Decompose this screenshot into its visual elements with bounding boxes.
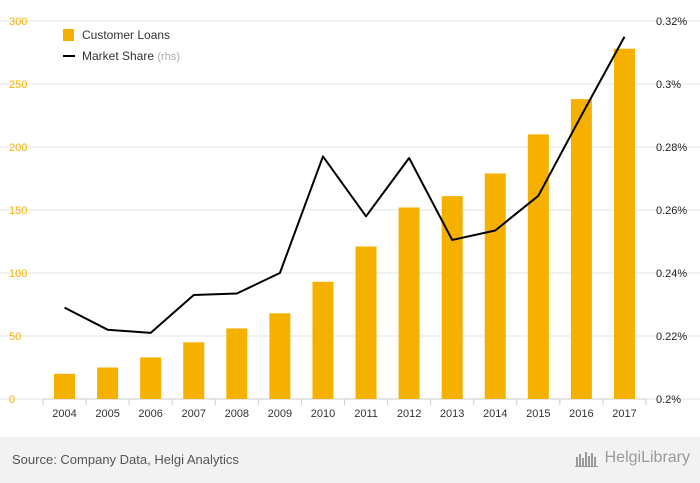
x-tick-label: 2016 bbox=[569, 408, 593, 420]
bar bbox=[355, 246, 377, 399]
y-right-tick-label: 0.3% bbox=[656, 79, 681, 91]
y-left-tick-label: 250 bbox=[9, 79, 27, 91]
source-text: Source: Company Data, Helgi Analytics bbox=[12, 452, 239, 467]
x-tick-label: 2014 bbox=[483, 408, 507, 420]
y-left-tick-label: 150 bbox=[9, 205, 27, 217]
bar bbox=[97, 367, 119, 399]
x-tick-label: 2012 bbox=[397, 408, 421, 420]
bar bbox=[613, 48, 635, 399]
bar bbox=[183, 342, 205, 399]
x-tick-label: 2006 bbox=[138, 408, 162, 420]
bar bbox=[54, 373, 76, 399]
y-left-tick-label: 0 bbox=[9, 394, 15, 406]
brand-logo: HelgiLibrary bbox=[574, 449, 690, 467]
x-tick-label: 2017 bbox=[612, 408, 636, 420]
bar bbox=[226, 328, 248, 399]
bar bbox=[269, 313, 291, 399]
x-tick-label: 2015 bbox=[526, 408, 550, 420]
x-tick-label: 2011 bbox=[354, 408, 378, 420]
market-share-line bbox=[64, 36, 626, 334]
y-left-tick-label: 300 bbox=[9, 16, 27, 28]
legend-label: Customer Loans bbox=[82, 28, 170, 42]
x-tick-label: 2004 bbox=[52, 408, 76, 420]
x-tick-label: 2005 bbox=[95, 408, 119, 420]
bar bbox=[527, 134, 549, 399]
x-tick-label: 2008 bbox=[225, 408, 249, 420]
x-tick-label: 2013 bbox=[440, 408, 464, 420]
bar bbox=[140, 357, 162, 399]
y-left-tick-label: 100 bbox=[9, 268, 27, 280]
library-icon bbox=[574, 452, 598, 467]
legend-label: Market Share (rhs) bbox=[82, 49, 180, 63]
y-right-tick-label: 0.22% bbox=[656, 331, 687, 343]
x-tick-label: 2010 bbox=[311, 408, 335, 420]
y-right-tick-label: 0.32% bbox=[656, 16, 687, 28]
chart: 0 50 100 150 200 250 300 0.2% 0.22% 0.24% 0.26% 0.2… bbox=[0, 16, 700, 420]
y-right-tick-label: 0.24% bbox=[656, 268, 687, 280]
y-right-tick-label: 0.2% bbox=[656, 394, 681, 406]
bar bbox=[441, 196, 463, 399]
bar bbox=[398, 207, 420, 399]
bar bbox=[312, 281, 334, 399]
bar bbox=[484, 173, 506, 399]
brand-name: HelgiLibrary bbox=[604, 449, 690, 466]
x-tick-label: 2007 bbox=[182, 408, 206, 420]
x-tick-label: 2009 bbox=[268, 408, 292, 420]
y-right-tick-label: 0.28% bbox=[656, 142, 687, 154]
y-right-tick-label: 0.26% bbox=[656, 205, 687, 217]
legend-suffix: (rhs) bbox=[157, 51, 180, 63]
y-left-tick-label: 50 bbox=[9, 331, 21, 343]
legend-swatch-bar bbox=[63, 29, 74, 41]
bar bbox=[570, 99, 592, 400]
y-left-tick-label: 200 bbox=[9, 142, 27, 154]
footer: Source: Company Data, Helgi Analytics He… bbox=[0, 437, 700, 483]
